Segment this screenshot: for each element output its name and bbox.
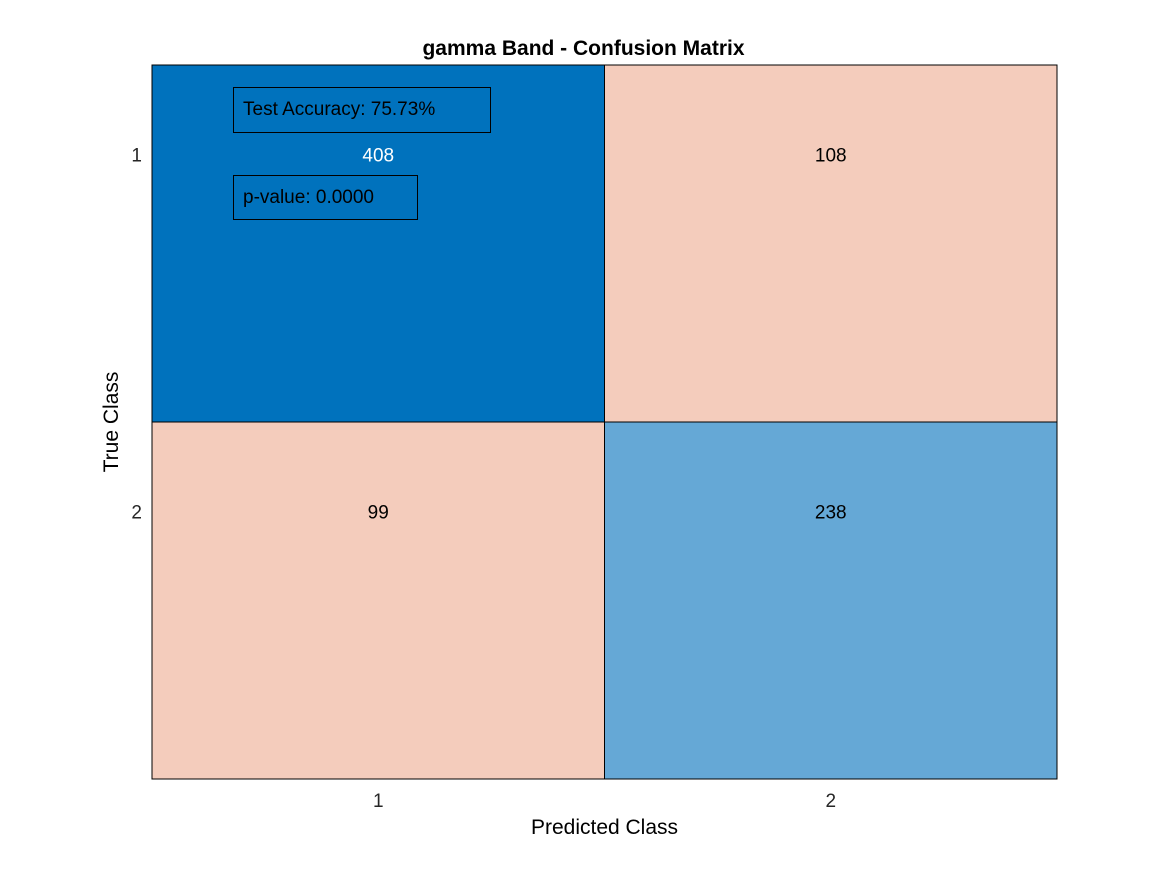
matrix-cell-1-2 bbox=[604, 64, 1058, 423]
matrix-cell-2-2 bbox=[604, 421, 1058, 780]
x-tick-label-1: 1 bbox=[373, 791, 384, 812]
chart-title: gamma Band - Confusion Matrix bbox=[422, 37, 745, 60]
plot-border bbox=[151, 64, 1058, 780]
y-tick-label-2: 2 bbox=[131, 502, 142, 523]
y-tick-label-1: 1 bbox=[131, 145, 142, 166]
cell-value-label-2-1: 99 bbox=[368, 502, 389, 523]
y-axis-label: True Class bbox=[100, 371, 123, 473]
cell-value-label-2-2: 238 bbox=[815, 502, 847, 523]
matrix-cell-2-1 bbox=[151, 421, 605, 780]
test-accuracy-annotation: Test Accuracy: 75.73% bbox=[233, 87, 491, 133]
p-value-annotation: p-value: 0.0000 bbox=[233, 175, 418, 220]
matrix-cell-1-1 bbox=[151, 64, 605, 423]
cell-value-label-1-1: 408 bbox=[362, 145, 394, 166]
x-axis-label: Predicted Class bbox=[530, 816, 679, 839]
x-tick-label-2: 2 bbox=[825, 791, 836, 812]
cell-value-label-1-2: 108 bbox=[815, 145, 847, 166]
